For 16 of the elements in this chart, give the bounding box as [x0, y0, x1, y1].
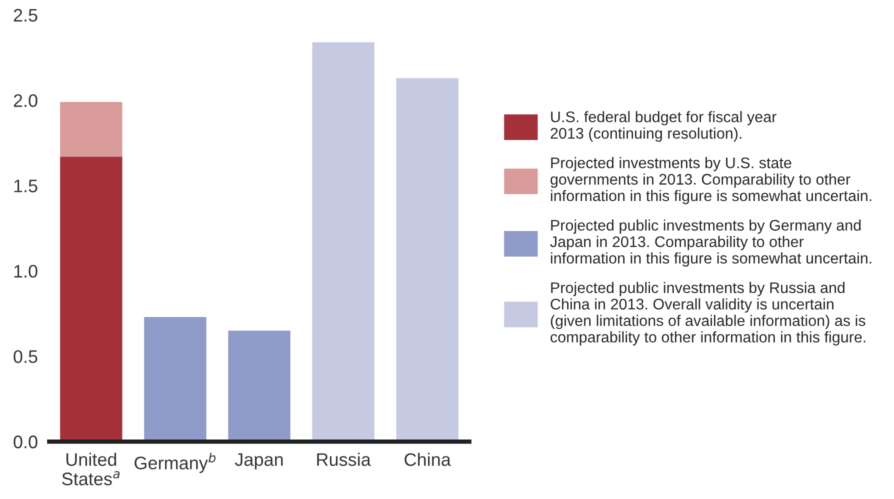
- bar: [60, 102, 122, 157]
- y-tick-label: 1.5: [14, 180, 38, 192]
- x-tick-label: United States$^{a}$: [62, 452, 120, 486]
- x-tick-label: Russia: [317, 452, 371, 466]
- legend-label: Projected investments by U.S. state governments in 2013. Comparability to other information in this figure is somewhat uncertain.: [550, 157, 872, 204]
- y-tick-label: 0.0: [14, 436, 38, 448]
- legend-label: Projected public investments by Germany and Japan in 2013. Comparability to other information in this figure is somewhat uncertain.: [550, 219, 872, 267]
- y-tick-label: 1.0: [14, 264, 38, 278]
- x-tick-label: Japan: [234, 453, 283, 470]
- legend-label: Projected public investments by Russia and China in 2013. Overall validity is uncertain (given limitations of available information) as is comparability to other information in this figure.: [550, 282, 866, 346]
- x-tick-label: China: [404, 452, 451, 466]
- x-tick-label: Germany$^{b}$: [134, 452, 216, 473]
- y-tick-label: 2.5: [14, 8, 38, 22]
- legend-label: U.S. federal budget for fiscal year 2013 (continuing resolution).: [550, 111, 776, 142]
- y-tick-label: 0.5: [14, 350, 38, 364]
- y-tick-label: 2.0: [14, 94, 38, 108]
